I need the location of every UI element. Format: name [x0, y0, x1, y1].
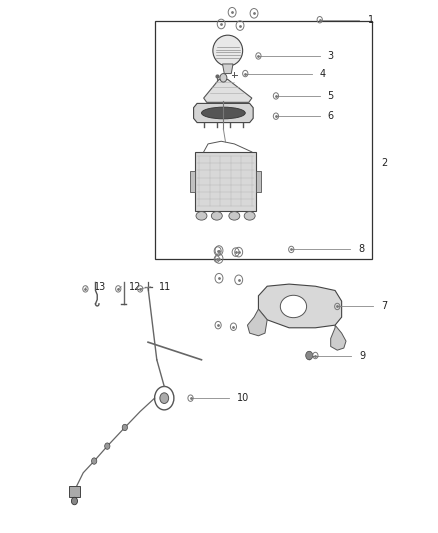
Text: 9: 9: [359, 351, 365, 360]
Ellipse shape: [244, 212, 255, 220]
Text: 13: 13: [94, 282, 106, 292]
Text: 5: 5: [328, 91, 334, 101]
Text: 4: 4: [320, 69, 326, 78]
Ellipse shape: [196, 212, 207, 220]
Circle shape: [92, 458, 97, 464]
Bar: [195, 152, 256, 211]
Circle shape: [71, 497, 78, 505]
Ellipse shape: [229, 212, 240, 220]
Ellipse shape: [211, 212, 222, 220]
Text: 3: 3: [328, 51, 334, 61]
Text: 2: 2: [381, 158, 387, 167]
Ellipse shape: [280, 295, 307, 318]
Polygon shape: [223, 64, 233, 74]
Bar: [256, 171, 261, 192]
Polygon shape: [331, 325, 346, 350]
Bar: [190, 171, 195, 192]
Circle shape: [122, 424, 127, 431]
Polygon shape: [247, 309, 267, 336]
Text: 6: 6: [328, 111, 334, 121]
Polygon shape: [194, 103, 253, 123]
Text: 7: 7: [381, 302, 387, 311]
Text: 11: 11: [159, 282, 171, 292]
Text: 10: 10: [237, 393, 249, 403]
Bar: [155, 21, 372, 259]
Bar: [69, 486, 80, 497]
Polygon shape: [258, 284, 342, 328]
Ellipse shape: [213, 35, 243, 66]
Circle shape: [220, 74, 227, 82]
Polygon shape: [204, 79, 252, 102]
Text: 12: 12: [129, 282, 141, 292]
Text: 8: 8: [358, 245, 364, 254]
Text: 1: 1: [368, 15, 374, 25]
Wedge shape: [306, 351, 313, 360]
Ellipse shape: [201, 107, 245, 119]
Circle shape: [105, 443, 110, 449]
Circle shape: [160, 393, 169, 403]
